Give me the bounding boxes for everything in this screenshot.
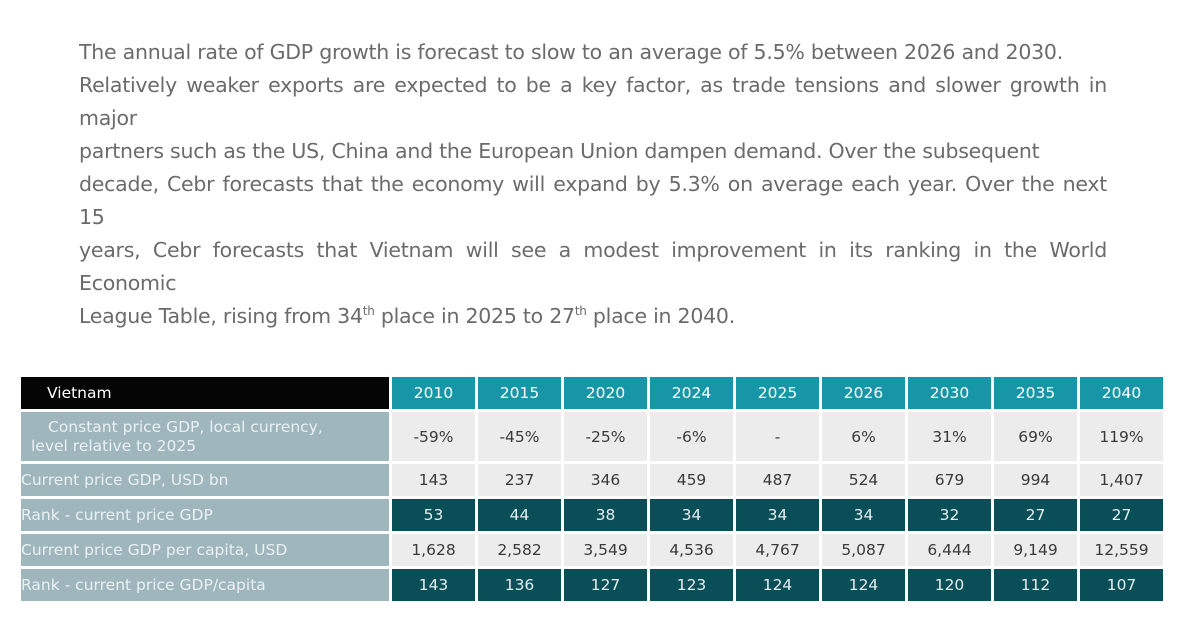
table-cell: 27 xyxy=(994,499,1077,531)
year-header: 2015 xyxy=(478,377,561,409)
table-row: Current price GDP, USD bn 143 237 346 45… xyxy=(21,464,1163,496)
table-cell: 12,559 xyxy=(1080,534,1163,566)
table-cell: 459 xyxy=(650,464,733,496)
year-header: 2035 xyxy=(994,377,1077,409)
year-header: 2026 xyxy=(822,377,905,409)
paragraph-line: The annual rate of GDP growth is forecas… xyxy=(79,40,1063,64)
paragraph-text: place in 2025 to 27 xyxy=(374,304,575,328)
table-row: Rank - current price GDP 53 44 38 34 34 … xyxy=(21,499,1163,531)
table-cell: 120 xyxy=(908,569,991,601)
table-row: Current price GDP per capita, USD 1,628 … xyxy=(21,534,1163,566)
table-cell: 31% xyxy=(908,412,991,461)
table-row: Rank - current price GDP/capita 143 136 … xyxy=(21,569,1163,601)
ordinal-suffix: th xyxy=(574,304,587,318)
row-label: Rank - current price GDP xyxy=(21,499,389,531)
row-label: Current price GDP per capita, USD xyxy=(21,534,389,566)
gdp-forecast-table: Vietnam 2010 2015 2020 2024 2025 2026 20… xyxy=(18,374,1166,604)
table-cell: 34 xyxy=(822,499,905,531)
row-label: Constant price GDP, local currency, level… xyxy=(21,412,389,461)
paragraph-line: years, Cebr forecasts that Vietnam will … xyxy=(79,238,1107,295)
table-cell: 143 xyxy=(392,464,475,496)
table-cell: 44 xyxy=(478,499,561,531)
table-cell: 112 xyxy=(994,569,1077,601)
table-cell: 1,628 xyxy=(392,534,475,566)
table-cell: 127 xyxy=(564,569,647,601)
row-label-line: Constant price GDP, local currency, xyxy=(48,417,323,436)
paragraph-line: League Table, rising from 34th place in … xyxy=(79,300,1107,333)
table-cell: 9,149 xyxy=(994,534,1077,566)
table-cell: 4,767 xyxy=(736,534,819,566)
year-header: 2024 xyxy=(650,377,733,409)
year-header: 2025 xyxy=(736,377,819,409)
table-cell: 53 xyxy=(392,499,475,531)
table-cell: 32 xyxy=(908,499,991,531)
row-label: Rank - current price GDP/capita xyxy=(21,569,389,601)
table-cell: 5,087 xyxy=(822,534,905,566)
year-header: 2020 xyxy=(564,377,647,409)
table-cell: 143 xyxy=(392,569,475,601)
summary-paragraph: The annual rate of GDP growth is forecas… xyxy=(79,36,1107,333)
table-cell: 34 xyxy=(650,499,733,531)
table-cell: 124 xyxy=(736,569,819,601)
paragraph-text: place in 2040. xyxy=(586,304,735,328)
table-cell: -59% xyxy=(392,412,475,461)
table-cell: 4,536 xyxy=(650,534,733,566)
table-cell: 119% xyxy=(1080,412,1163,461)
table-cell: 34 xyxy=(736,499,819,531)
table-cell: 346 xyxy=(564,464,647,496)
table-cell: 136 xyxy=(478,569,561,601)
table-cell: 69% xyxy=(994,412,1077,461)
ordinal-suffix: th xyxy=(362,304,375,318)
table-cell: 679 xyxy=(908,464,991,496)
paragraph-line: decade, Cebr forecasts that the economy … xyxy=(79,172,1107,229)
table-cell: -25% xyxy=(564,412,647,461)
table-cell: 27 xyxy=(1080,499,1163,531)
table-cell: 237 xyxy=(478,464,561,496)
table-cell: 6,444 xyxy=(908,534,991,566)
table-cell: 124 xyxy=(822,569,905,601)
table-cell: 123 xyxy=(650,569,733,601)
row-label: Current price GDP, USD bn xyxy=(21,464,389,496)
table-row: Constant price GDP, local currency, level… xyxy=(21,412,1163,461)
table-header-row: Vietnam 2010 2015 2020 2024 2025 2026 20… xyxy=(21,377,1163,409)
year-header: 2030 xyxy=(908,377,991,409)
row-label-line: level relative to 2025 xyxy=(31,436,197,455)
table-cell: 6% xyxy=(822,412,905,461)
table-cell: 38 xyxy=(564,499,647,531)
table-cell: - xyxy=(736,412,819,461)
table-cell: 2,582 xyxy=(478,534,561,566)
paragraph-text: League Table, rising from 34 xyxy=(79,304,363,328)
paragraph-line: Relatively weaker exports are expected t… xyxy=(79,73,1107,130)
table-cell: 994 xyxy=(994,464,1077,496)
paragraph-line: partners such as the US, China and the E… xyxy=(79,139,1040,163)
table-cell: -45% xyxy=(478,412,561,461)
table-cell: 1,407 xyxy=(1080,464,1163,496)
table-cell: 107 xyxy=(1080,569,1163,601)
table-cell: 3,549 xyxy=(564,534,647,566)
table-cell: 524 xyxy=(822,464,905,496)
table-cell: -6% xyxy=(650,412,733,461)
table-cell: 487 xyxy=(736,464,819,496)
year-header: 2010 xyxy=(392,377,475,409)
year-header: 2040 xyxy=(1080,377,1163,409)
table-corner-label: Vietnam xyxy=(21,377,389,409)
